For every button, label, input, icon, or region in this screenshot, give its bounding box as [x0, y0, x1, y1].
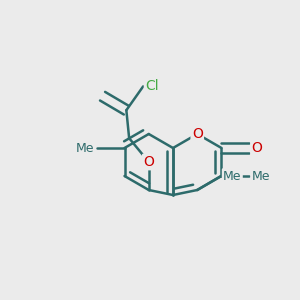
Text: O: O	[192, 127, 203, 141]
Text: O: O	[143, 155, 154, 169]
Text: Cl: Cl	[145, 80, 159, 93]
Text: Me: Me	[76, 142, 94, 154]
Text: Me: Me	[251, 169, 270, 182]
Text: Me: Me	[223, 169, 242, 182]
Text: O: O	[251, 141, 262, 155]
